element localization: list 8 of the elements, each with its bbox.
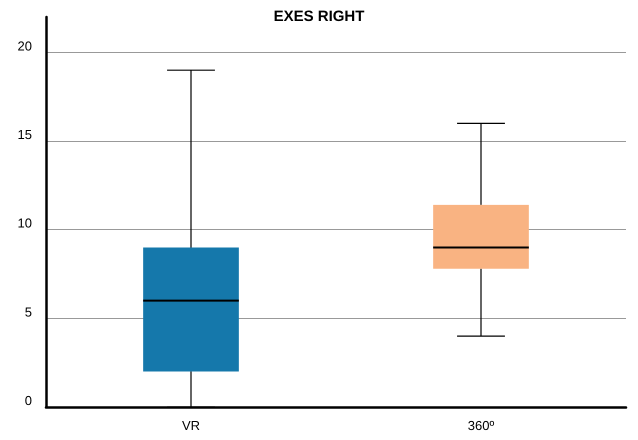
y-tick-label: 5 — [24, 304, 32, 320]
y-tick-label: 15 — [18, 127, 32, 142]
y-tick-label: 10 — [18, 216, 32, 231]
x-tick-label: VR — [182, 418, 200, 433]
chart-title: EXES RIGHT — [274, 8, 364, 25]
y-tick-label: 0 — [24, 393, 32, 408]
x-tick-label: 360º — [468, 418, 494, 433]
y-tick-label: 20 — [18, 38, 32, 54]
